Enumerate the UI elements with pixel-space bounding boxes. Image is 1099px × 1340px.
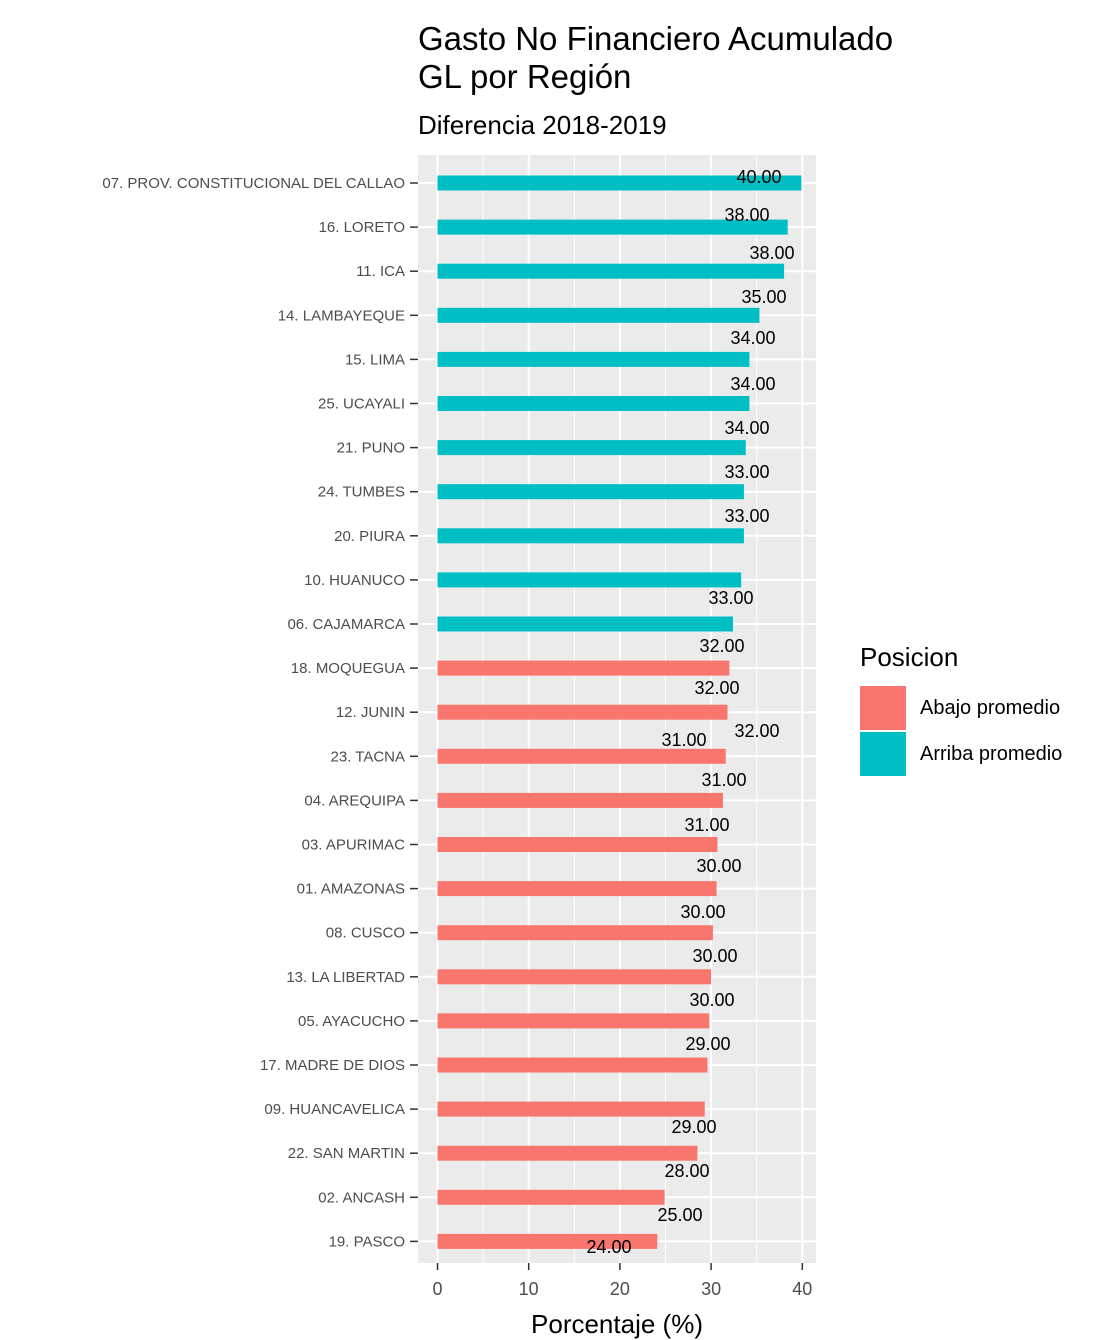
bar bbox=[437, 175, 802, 191]
bar bbox=[437, 1101, 705, 1117]
y-tick-label: 02. ANCASH bbox=[318, 1189, 405, 1206]
bar bbox=[437, 307, 760, 323]
bar bbox=[437, 925, 713, 941]
bar bbox=[437, 704, 728, 720]
legend-item-abajo: Abajo promedio bbox=[860, 686, 1060, 730]
x-axis: 0 10 20 30 40 bbox=[432, 1263, 812, 1299]
data-label: 33.00 bbox=[724, 506, 769, 526]
data-label: 30.00 bbox=[689, 990, 734, 1010]
y-tick-label: 09. HUANCAVELICA bbox=[264, 1101, 405, 1118]
y-tick-label: 21. PUNO bbox=[337, 440, 405, 457]
legend-swatch-abajo bbox=[860, 686, 906, 730]
bar bbox=[437, 572, 742, 588]
x-tick-label: 20 bbox=[610, 1279, 630, 1299]
data-label: 30.00 bbox=[680, 902, 725, 922]
y-tick-label: 11. ICA bbox=[356, 263, 405, 280]
bar bbox=[437, 1145, 698, 1161]
legend-label-arriba: Arriba promedio bbox=[920, 742, 1063, 765]
data-label: 38.00 bbox=[749, 243, 794, 263]
bar bbox=[437, 263, 785, 279]
bar bbox=[437, 219, 788, 235]
y-tick-label: 08. CUSCO bbox=[326, 925, 405, 942]
data-label: 29.00 bbox=[671, 1117, 716, 1137]
data-label: 34.00 bbox=[724, 418, 769, 438]
legend-label-abajo: Abajo promedio bbox=[920, 696, 1061, 719]
bar bbox=[437, 1057, 708, 1073]
y-tick-label: 24. TUMBES bbox=[318, 484, 405, 501]
data-label: 24.00 bbox=[586, 1237, 631, 1257]
bar bbox=[437, 881, 717, 897]
bar bbox=[437, 1189, 665, 1205]
data-label: 31.00 bbox=[684, 815, 729, 835]
chart-title-line-2: GL por Región bbox=[418, 58, 632, 95]
y-tick-label: 04. AREQUIPA bbox=[304, 792, 405, 809]
y-tick-label: 17. MADRE DE DIOS bbox=[260, 1057, 405, 1074]
data-label: 33.00 bbox=[724, 462, 769, 482]
data-label: 40.00 bbox=[736, 167, 781, 187]
bar bbox=[437, 351, 750, 367]
legend-swatch-arriba bbox=[860, 732, 906, 776]
data-label: 32.00 bbox=[699, 636, 744, 656]
data-label: 30.00 bbox=[692, 946, 737, 966]
y-tick-label: 25. UCAYALI bbox=[318, 396, 405, 413]
y-tick-label: 07. PROV. CONSTITUCIONAL DEL CALLAO bbox=[102, 175, 405, 192]
legend-title: Posicion bbox=[860, 642, 959, 672]
data-labels: 40.00 38.00 38.00 35.00 34.00 34.00 34.00 33.00… bbox=[586, 167, 794, 1257]
bar bbox=[437, 969, 712, 985]
x-axis-label: Porcentaje (%) bbox=[531, 1309, 703, 1339]
y-tick-label: 13. LA LIBERTAD bbox=[286, 969, 405, 986]
y-tick-label: 20. PIURA bbox=[334, 528, 405, 545]
bar bbox=[437, 440, 746, 456]
y-tick-label: 22. SAN MARTIN bbox=[288, 1145, 405, 1162]
x-tick-label: 10 bbox=[519, 1279, 539, 1299]
data-label: 31.00 bbox=[701, 770, 746, 790]
bar bbox=[437, 792, 723, 808]
data-label: 38.00 bbox=[724, 205, 769, 225]
y-tick-label: 14. LAMBAYEQUE bbox=[278, 307, 405, 324]
x-tick-label: 40 bbox=[792, 1279, 812, 1299]
data-label: 28.00 bbox=[664, 1161, 709, 1181]
y-tick-label: 06. CAJAMARCA bbox=[287, 616, 405, 633]
data-label: 35.00 bbox=[741, 287, 786, 307]
y-tick-label: 03. APURIMAC bbox=[302, 837, 406, 854]
bar bbox=[437, 528, 744, 544]
data-label: 34.00 bbox=[730, 374, 775, 394]
bar bbox=[437, 616, 733, 632]
x-tick-label: 30 bbox=[701, 1279, 721, 1299]
y-tick-label: 12. JUNIN bbox=[336, 704, 405, 721]
data-label: 25.00 bbox=[657, 1205, 702, 1225]
data-label: 29.00 bbox=[685, 1034, 730, 1054]
data-label: 34.00 bbox=[730, 328, 775, 348]
chart-subtitle: Diferencia 2018-2019 bbox=[418, 110, 667, 140]
y-tick-label: 01. AMAZONAS bbox=[297, 881, 405, 898]
data-label: 30.00 bbox=[696, 856, 741, 876]
bar bbox=[437, 748, 726, 764]
legend-item-arriba: Arriba promedio bbox=[860, 732, 1062, 776]
y-tick-label: 10. HUANUCO bbox=[304, 572, 405, 589]
bar bbox=[437, 396, 750, 411]
y-axis: 07. PROV. CONSTITUCIONAL DEL CALLAO 16. L… bbox=[102, 175, 418, 1250]
data-label: 32.00 bbox=[694, 678, 739, 698]
bar bbox=[437, 837, 718, 852]
data-label: 32.00 bbox=[734, 721, 779, 741]
y-tick-label: 19. PASCO bbox=[329, 1233, 405, 1250]
y-tick-label: 23. TACNA bbox=[331, 748, 405, 765]
y-tick-label: 16. LORETO bbox=[319, 219, 405, 236]
chart-title-line-1: Gasto No Financiero Acumulado bbox=[418, 20, 894, 57]
data-label: 31.00 bbox=[661, 730, 706, 750]
y-tick-label: 18. MOQUEGUA bbox=[291, 660, 405, 677]
bar bbox=[437, 1013, 710, 1029]
bars bbox=[437, 175, 802, 1249]
bar bbox=[437, 484, 744, 500]
y-tick-label: 15. LIMA bbox=[345, 351, 405, 368]
data-label: 33.00 bbox=[708, 588, 753, 608]
x-tick-label: 0 bbox=[432, 1279, 442, 1299]
y-tick-label: 05. AYACUCHO bbox=[298, 1013, 405, 1030]
bar bbox=[437, 1233, 658, 1249]
bar bbox=[437, 660, 730, 676]
